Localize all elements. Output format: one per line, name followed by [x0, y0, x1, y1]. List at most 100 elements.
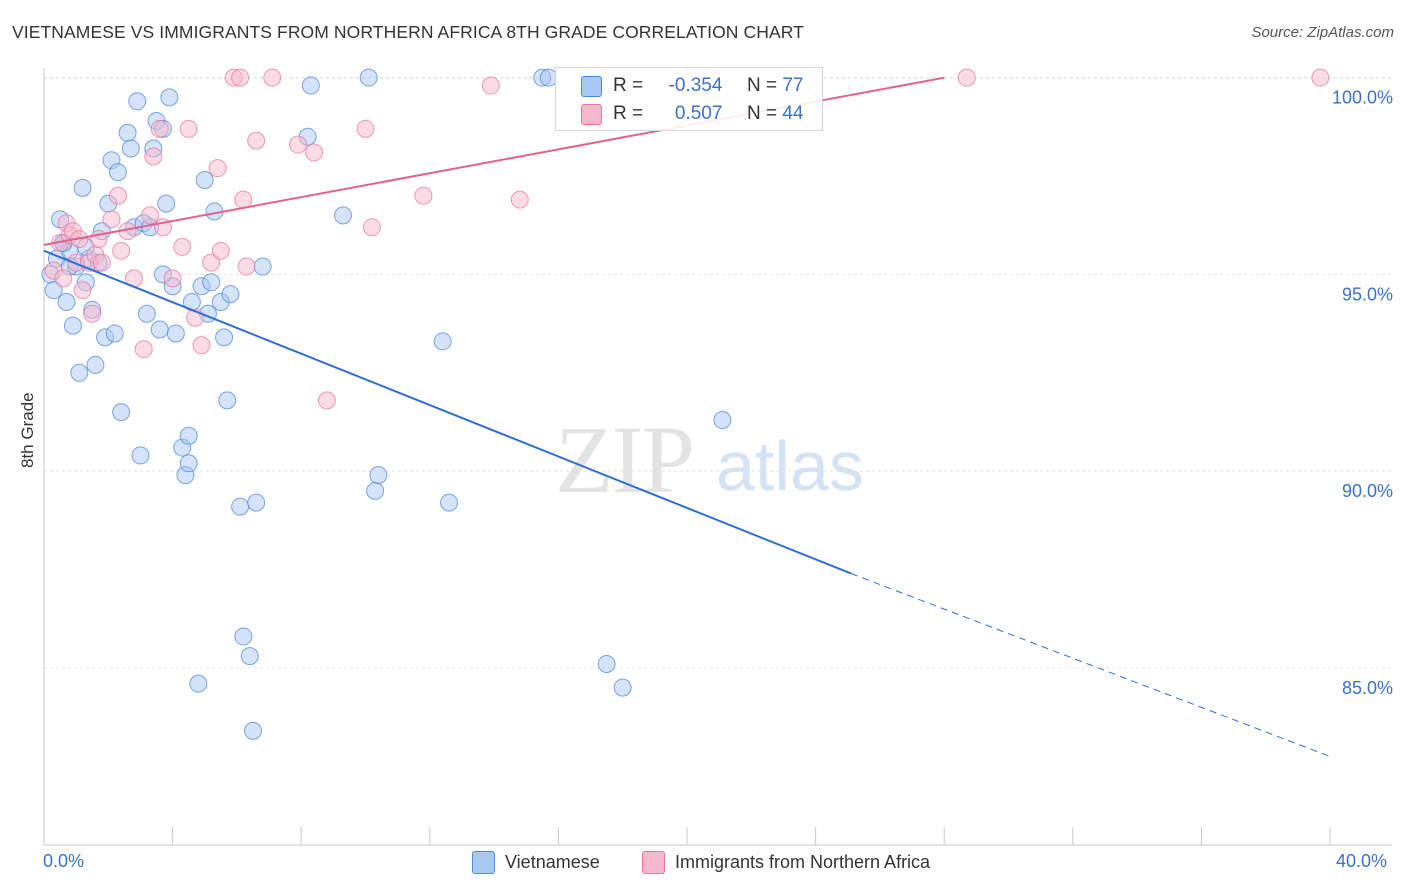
northern-africa-point	[237, 257, 256, 276]
northern-africa-point	[362, 218, 381, 237]
x-tick-label-min: 0.0%	[43, 851, 85, 871]
vietnamese-point	[713, 411, 732, 430]
northern-africa-point	[102, 210, 121, 229]
vietnamese-point	[150, 320, 169, 339]
vietnamese-point	[366, 481, 385, 500]
northern-africa-point	[202, 253, 221, 272]
r-label: R =	[613, 75, 644, 96]
n-label: N =	[746, 103, 778, 124]
r-value: 0.507	[674, 103, 723, 124]
vietnamese-swatch	[581, 76, 602, 97]
vietnamese-point	[369, 466, 388, 485]
northern-africa-point	[83, 304, 102, 323]
northern-africa-point	[211, 241, 230, 260]
vietnamese-point	[333, 206, 352, 225]
vietnamese-point	[70, 363, 89, 382]
vietnamese-point	[234, 627, 253, 646]
vietnamese-point	[112, 403, 131, 422]
vietnamese-point	[63, 316, 82, 335]
n-value: 77	[782, 75, 804, 96]
vietnamese-point	[128, 92, 147, 111]
y-tick-label: 85.0%	[1342, 678, 1393, 698]
vietnamese-point	[118, 123, 137, 142]
stats-row-northern-africa: R = 0.507 N = 44	[556, 100, 822, 128]
vietnamese-point	[44, 281, 63, 300]
northern-africa-point	[1311, 68, 1330, 87]
northern-africa-point	[317, 391, 336, 410]
northern-africa-point	[305, 143, 324, 162]
northern-africa-point	[144, 147, 163, 166]
r-label: R =	[613, 103, 644, 124]
vietnamese-point	[301, 76, 320, 95]
northern-africa-point	[247, 131, 266, 150]
northern-africa-point	[263, 68, 282, 87]
vietnamese-point	[243, 721, 262, 740]
vietnamese-point	[157, 194, 176, 213]
chart-title: VIETNAMESE VS IMMIGRANTS FROM NORTHERN A…	[12, 22, 804, 42]
vietnamese-point	[247, 493, 266, 512]
legend-label-northern-africa: Immigrants from Northern Africa	[675, 852, 931, 872]
vietnamese-point	[166, 324, 185, 343]
y-axis-label: 8th Grade	[18, 392, 37, 468]
stats-legend: R = -0.354 N = 77 R = 0.507 N = 44	[555, 67, 823, 131]
n-label: N =	[746, 75, 778, 96]
vietnamese-point	[253, 257, 272, 276]
northern-africa-point	[356, 119, 375, 138]
northern-africa-point	[73, 281, 92, 300]
vietnamese-point	[359, 68, 378, 87]
vietnamese-point	[613, 678, 632, 697]
vietnamese-point	[202, 273, 221, 292]
vietnamese-point	[179, 454, 198, 473]
vietnamese-point	[86, 355, 105, 374]
northern-africa-point	[192, 336, 211, 355]
vietnamese-trendline	[43, 249, 852, 575]
y-tick-label: 90.0%	[1342, 481, 1393, 501]
vietnamese-point	[57, 292, 76, 311]
northern-africa-legend-swatch	[642, 851, 665, 874]
northern-africa-point	[481, 76, 500, 95]
vietnamese-point	[597, 654, 616, 673]
vietnamese-point	[440, 493, 459, 512]
vietnamese-point	[195, 170, 214, 189]
northern-africa-point	[414, 186, 433, 205]
watermark-zip: ZIP	[555, 406, 693, 513]
northern-africa-point	[92, 253, 111, 272]
northern-africa-point	[208, 159, 227, 178]
northern-africa-point	[957, 68, 976, 87]
northern-africa-point	[54, 269, 73, 288]
n-value: 44	[782, 103, 804, 124]
northern-africa-swatch	[581, 104, 602, 125]
northern-africa-point	[179, 119, 198, 138]
vietnamese-point	[215, 328, 234, 347]
r-value: -0.354	[668, 75, 723, 96]
vietnamese-point	[189, 674, 208, 693]
vietnamese-point	[137, 304, 156, 323]
vietnamese-point	[218, 391, 237, 410]
northern-africa-point	[173, 237, 192, 256]
northern-africa-point	[150, 119, 169, 138]
northern-africa-point	[141, 206, 160, 225]
legend-item-northern-africa[interactable]: Immigrants from Northern Africa	[642, 851, 930, 874]
vietnamese-point	[231, 497, 250, 516]
y-tick-label: 95.0%	[1342, 284, 1393, 304]
vietnamese-point	[240, 647, 259, 666]
vietnamese-point	[73, 178, 92, 197]
legend-label-vietnamese: Vietnamese	[505, 852, 600, 872]
vietnamese-trendline-extension	[850, 573, 1331, 757]
vietnamese-legend-swatch	[472, 851, 495, 874]
vietnamese-point	[433, 332, 452, 351]
vietnamese-point	[121, 139, 140, 158]
northern-africa-point	[134, 340, 153, 359]
y-tick-label: 100.0%	[1332, 88, 1393, 108]
northern-africa-point	[231, 68, 250, 87]
legend-item-vietnamese[interactable]: Vietnamese	[472, 851, 600, 874]
northern-africa-point	[510, 190, 529, 209]
vietnamese-point	[105, 324, 124, 343]
vietnamese-point	[108, 163, 127, 182]
vietnamese-point	[179, 426, 198, 445]
watermark-atlas: atlas	[716, 427, 864, 505]
northern-africa-point	[112, 241, 131, 260]
northern-africa-point	[163, 269, 182, 288]
source-label: Source: ZipAtlas.com	[1251, 24, 1394, 41]
